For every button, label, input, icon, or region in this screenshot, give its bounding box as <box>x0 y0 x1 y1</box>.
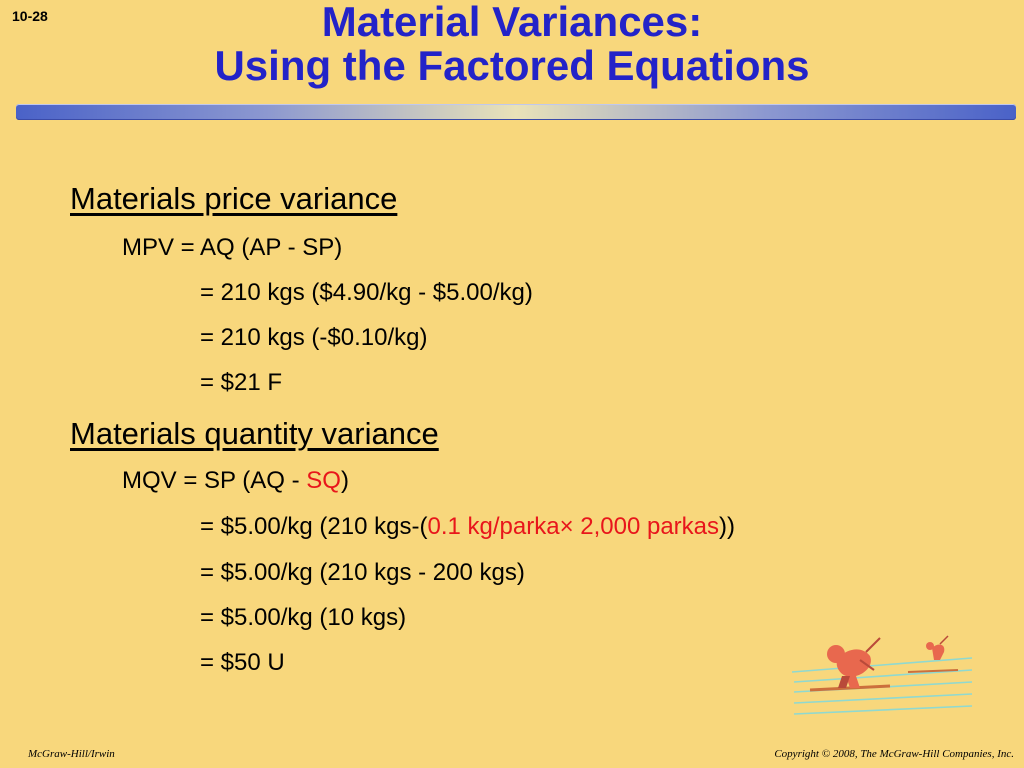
mqv-sq-highlight: SQ <box>306 467 341 494</box>
mqv-step-3: = $5.00/kg (10 kgs) <box>200 604 407 631</box>
skier-illustration-icon <box>791 635 973 715</box>
mpv-result: = $21 F <box>200 369 283 396</box>
mqv-step-1-prefix: = $5.00/kg (210 kgs-( <box>200 513 428 540</box>
mqv-step-1-qty-per-parka: 0.1 kg/parka <box>427 513 560 540</box>
mqv-result: = $50 U <box>200 649 285 676</box>
mpv-step-1: = 210 kgs ($4.90/kg - $5.00/kg) <box>200 279 533 306</box>
mqv-formula-suffix: ) <box>340 467 349 494</box>
mpv-step-2: = 210 kgs (-$0.10/kg) <box>200 324 428 351</box>
copyright-footer: Copyright © 2008, The McGraw-Hill Compan… <box>774 748 1014 760</box>
title-line-2: Using the Factored Equations <box>214 42 810 89</box>
slide-number: 10-28 <box>12 8 48 24</box>
mqv-step-2: = $5.00/kg (210 kgs - 200 kgs) <box>200 559 525 586</box>
mqv-step-1-suffix: )) <box>719 513 735 540</box>
mqv-step-1-parkas: 2,000 parkas <box>573 513 720 540</box>
multiply-sign: × <box>559 513 574 540</box>
price-variance-heading: Materials price variance <box>70 181 398 216</box>
mqv-formula: MQV = SP (AQ - SQ) <box>122 467 349 495</box>
mqv-formula-prefix: MQV = SP (AQ - <box>122 467 307 494</box>
quantity-variance-heading: Materials quantity variance <box>70 416 439 451</box>
title-line-1: Material Variances: <box>321 0 703 45</box>
mpv-formula: MPV = AQ (AP - SP) <box>122 234 343 261</box>
publisher-footer: McGraw-Hill/Irwin <box>28 748 115 760</box>
mqv-step-1: = $5.00/kg (210 kgs-(0.1 kg/parka× 2,000… <box>200 513 735 541</box>
title-divider-bar <box>16 104 1016 120</box>
slide-title: Material Variances: Using the Factored E… <box>0 0 1024 88</box>
